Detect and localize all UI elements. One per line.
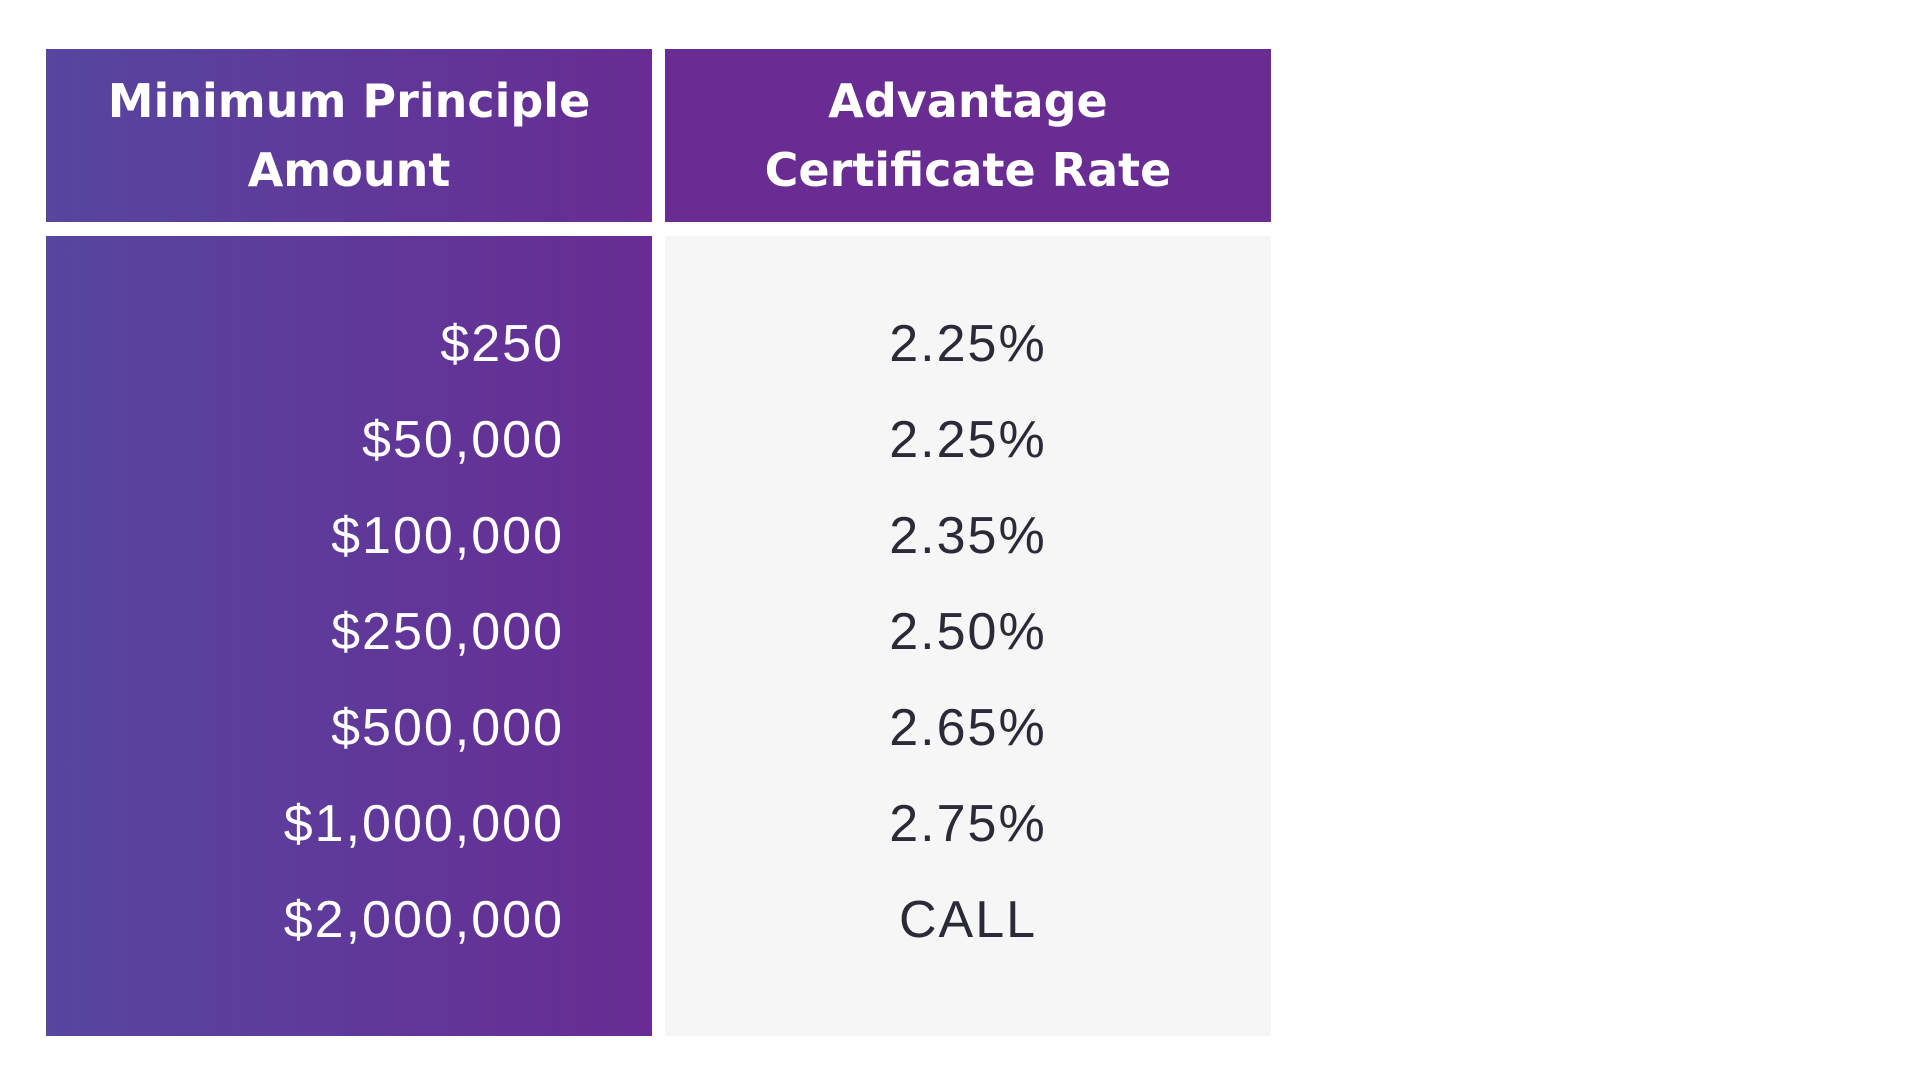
- amount-value: $2,000,000: [283, 891, 564, 949]
- rate-value: 2.35%: [889, 507, 1047, 565]
- amount-value: $250: [440, 315, 564, 373]
- rate-value: 2.25%: [889, 411, 1047, 469]
- rate-list: 2.25% 2.25% 2.35% 2.50% 2.65% 2.75% CALL: [665, 296, 1271, 968]
- rate-column: 2.25% 2.25% 2.35% 2.50% 2.65% 2.75% CALL: [665, 236, 1271, 1036]
- amount-value: $50,000: [362, 411, 564, 469]
- rate-value: 2.50%: [889, 603, 1047, 661]
- amount-value: $1,000,000: [283, 795, 564, 853]
- rate-value: CALL: [898, 891, 1038, 949]
- amount-value: $500,000: [331, 699, 564, 757]
- rate-value: 2.25%: [889, 315, 1047, 373]
- rate-value: 2.65%: [889, 699, 1047, 757]
- column-header-advantage-certificate-rate: Advantage Certificate Rate: [665, 49, 1271, 222]
- amount-list: $250 $50,000 $100,000 $250,000 $500,000 …: [46, 296, 652, 968]
- amount-value: $250,000: [331, 603, 564, 661]
- rate-value: 2.75%: [889, 795, 1047, 853]
- column-header-minimum-principle-amount: Minimum Principle Amount: [46, 49, 652, 222]
- amount-column: $250 $50,000 $100,000 $250,000 $500,000 …: [46, 236, 652, 1036]
- amount-value: $100,000: [331, 507, 564, 565]
